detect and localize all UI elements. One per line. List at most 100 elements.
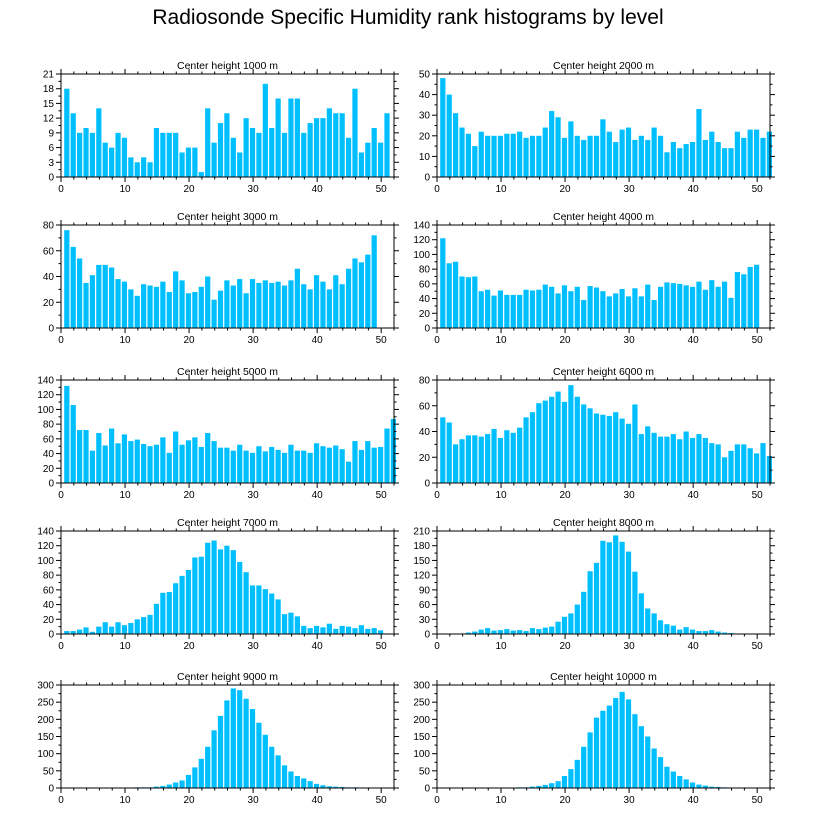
histogram-bar: [600, 119, 606, 177]
histogram-bar: [230, 688, 236, 788]
x-tick-label: 0: [434, 335, 440, 346]
histogram-bar: [301, 284, 307, 328]
x-tick-label: 10: [119, 795, 131, 806]
histogram-bar: [670, 771, 676, 788]
histogram-bar: [491, 295, 497, 328]
histogram-bar: [625, 423, 632, 483]
histogram-panel: Center height 7000 m 0 10 20 30 40 50 0 20 40 60 80…: [37, 517, 399, 652]
y-tick-label: 40: [419, 427, 431, 438]
histogram-bar: [377, 630, 384, 634]
histogram-bar: [606, 131, 612, 177]
histogram-bar: [211, 142, 217, 177]
histogram-bar: [446, 263, 452, 328]
histogram-bar: [128, 622, 134, 634]
histogram-bar: [625, 699, 632, 788]
histogram-bar: [243, 450, 249, 483]
histogram-bar: [453, 261, 459, 328]
histogram-bar: [657, 436, 664, 483]
histogram-bar: [683, 779, 689, 788]
histogram-bar: [600, 710, 606, 788]
histogram-bar: [326, 447, 332, 483]
y-tick-label: 0: [48, 479, 54, 490]
y-tick-label: 0: [48, 324, 54, 335]
histogram-bar: [529, 290, 536, 328]
histogram-bar: [211, 441, 217, 483]
histogram-bar: [109, 626, 115, 634]
histogram-bar: [581, 139, 587, 177]
histogram-bar: [670, 141, 676, 177]
histogram-bar: [211, 540, 217, 634]
histogram-bar: [153, 786, 160, 788]
histogram-bar: [721, 281, 728, 328]
histogram-bar: [459, 439, 465, 483]
histogram-bar: [83, 430, 89, 483]
y-tick-label: 10: [419, 152, 431, 163]
histogram-bar: [702, 785, 708, 788]
x-tick-label: 30: [248, 795, 260, 806]
histogram-bar: [173, 583, 179, 634]
histogram-bar: [83, 127, 89, 177]
histogram-bar: [472, 146, 478, 177]
histogram-bar: [645, 284, 651, 328]
panel-title: Center height 4000 m: [553, 211, 654, 223]
histogram-bar: [205, 746, 211, 788]
x-tick-label: 0: [58, 490, 64, 501]
histogram-bar: [715, 631, 721, 634]
x-tick-label: 0: [58, 184, 64, 195]
histogram-bar: [70, 631, 76, 634]
histogram-bar: [664, 624, 670, 634]
histogram-bar: [281, 614, 288, 634]
histogram-bar: [753, 264, 760, 328]
histogram-bar: [141, 157, 147, 177]
histogram-bar: [709, 786, 715, 788]
histogram-bar: [696, 784, 702, 788]
histogram-bar: [121, 625, 128, 634]
y-tick-label: 0: [424, 173, 430, 184]
histogram-bar: [256, 282, 262, 328]
x-tick-label: 50: [752, 490, 764, 501]
histogram-bar: [670, 283, 676, 328]
histogram-bar: [619, 129, 625, 177]
histogram-bar: [753, 129, 760, 177]
histogram-panel: Center height 3000 m 0 10 20 30 40 50 0 20 40 60 80: [43, 211, 399, 346]
histogram-bar: [237, 152, 243, 177]
histogram-bar: [320, 627, 326, 634]
histogram-bar: [192, 437, 198, 483]
x-tick-label: 30: [624, 184, 636, 195]
histogram-bar: [645, 426, 651, 483]
histogram-bar: [269, 127, 275, 177]
histogram-bar: [465, 133, 472, 177]
x-tick-label: 50: [376, 490, 388, 501]
histogram-bar: [549, 111, 555, 177]
histogram-bar: [294, 98, 300, 177]
histogram-bar: [313, 118, 320, 177]
histogram-bar: [664, 152, 670, 177]
x-tick-label: 30: [248, 184, 260, 195]
histogram-bar: [121, 281, 128, 328]
histogram-bar: [677, 283, 683, 328]
histogram-bar: [77, 132, 83, 177]
histogram-bar: [734, 272, 740, 328]
histogram-bar: [333, 113, 339, 177]
x-tick-label: 30: [624, 490, 636, 501]
y-tick-label: 20: [43, 464, 55, 475]
histogram-bar: [198, 446, 204, 483]
histogram-bar: [523, 631, 529, 634]
histogram-bar: [638, 593, 644, 634]
histogram-bar: [465, 632, 472, 634]
histogram-bar: [371, 628, 377, 634]
histogram-bar: [301, 450, 307, 483]
histogram-bar: [288, 444, 294, 483]
histogram-bar: [657, 620, 664, 634]
histogram-bar: [358, 625, 364, 634]
y-tick-label: 120: [413, 571, 430, 582]
histogram-bar: [77, 629, 83, 634]
histogram-bar: [262, 280, 268, 328]
histogram-bar: [198, 286, 204, 328]
histogram-bar: [326, 108, 332, 177]
histogram-bar: [689, 782, 696, 788]
histogram-bar: [384, 428, 390, 483]
histogram-bar: [77, 258, 83, 328]
histogram-bar: [269, 746, 275, 788]
x-tick-label: 40: [688, 335, 700, 346]
